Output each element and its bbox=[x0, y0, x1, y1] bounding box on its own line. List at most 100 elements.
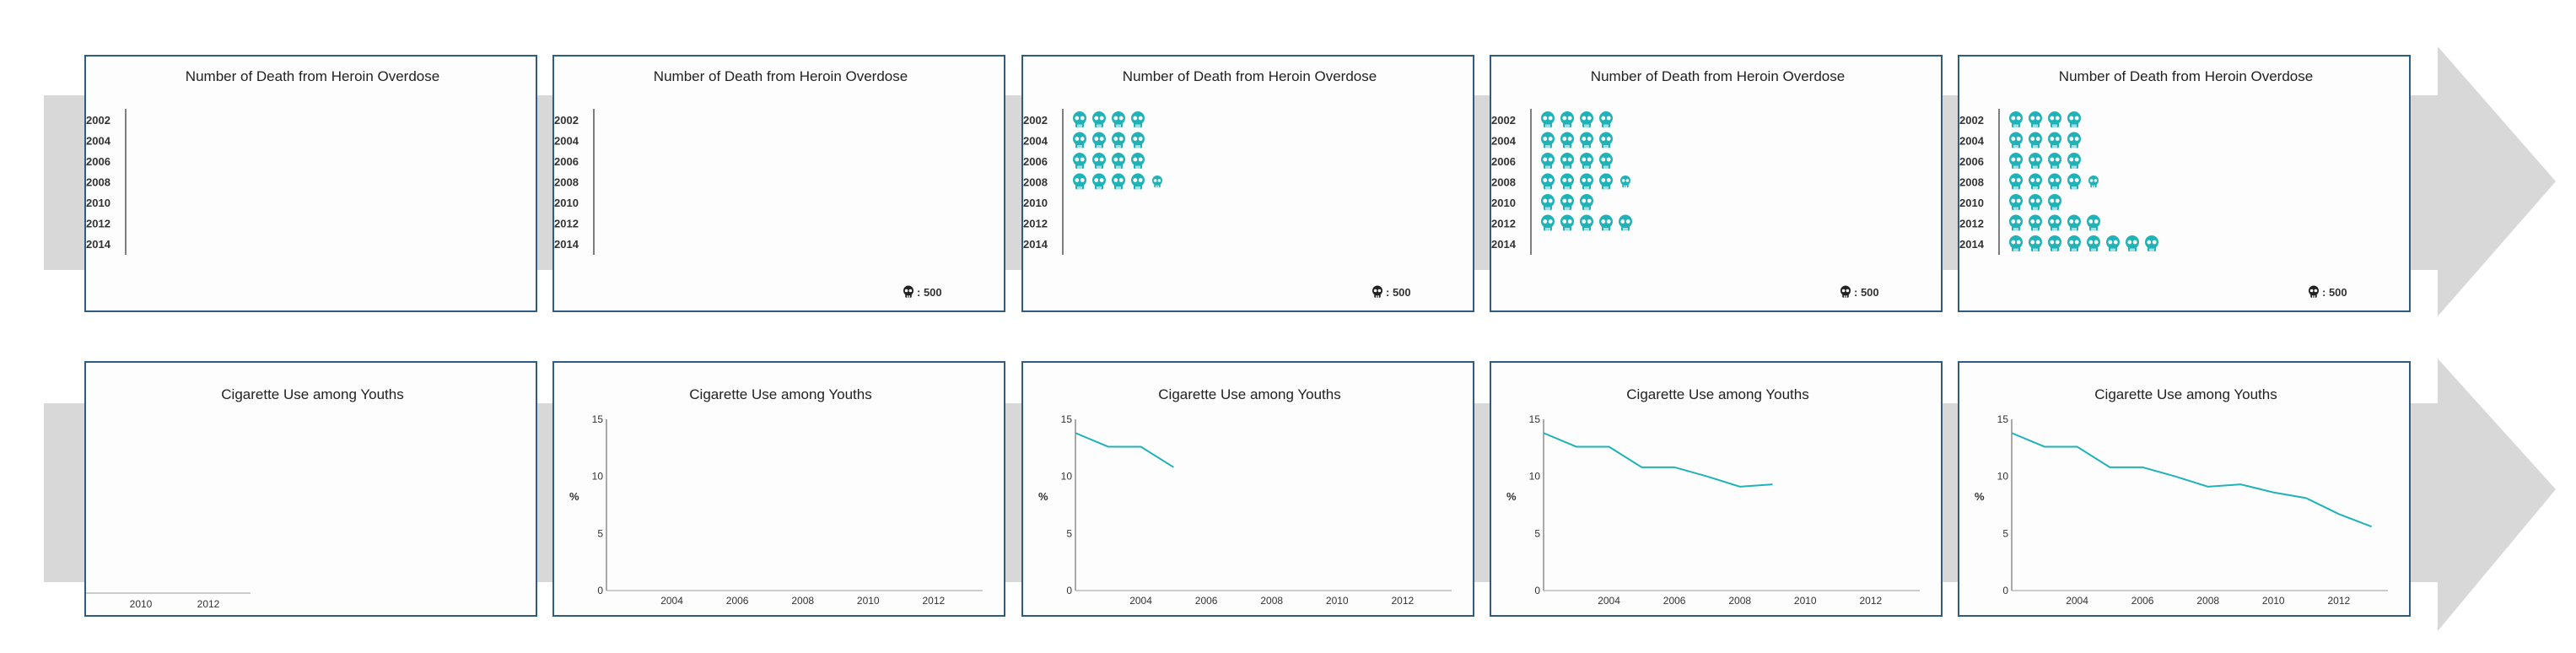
y-tick-label: 5 bbox=[1534, 527, 1540, 539]
skull-icon bbox=[1112, 111, 1125, 127]
skull-icon bbox=[1131, 173, 1145, 190]
x-tick-label: 2008 bbox=[791, 595, 814, 607]
y-tick-label: 0 bbox=[2002, 585, 2008, 596]
skull-icon bbox=[1541, 111, 1555, 127]
skull-icon bbox=[2067, 153, 2081, 169]
x-tick-label: 2012 bbox=[1391, 595, 1414, 607]
skull-legend-icon bbox=[1372, 285, 1382, 298]
year-label: 2012 bbox=[1023, 218, 1048, 230]
skull-icon bbox=[1580, 132, 1593, 148]
chart-title: Number of Death from Heroin Overdose bbox=[186, 68, 439, 84]
cigarette-chart-panel: Cigarette Use among Youths 0 5 10 15% 2004 200… bbox=[1490, 361, 1943, 617]
y-axis-label: % bbox=[1975, 490, 1985, 503]
year-label: 2006 bbox=[1959, 155, 1984, 168]
heroin-chart-panel: Number of Death from Heroin Overdose 2002… bbox=[1021, 55, 1474, 312]
x-tick-label: 2004 bbox=[660, 595, 683, 607]
skull-icon bbox=[1112, 173, 1125, 190]
year-label: 2004 bbox=[1959, 135, 1985, 148]
skull-icon bbox=[2048, 235, 2061, 251]
unit-label: : 500 bbox=[1386, 286, 1411, 299]
heroin-chart-svg: Number of Death from Heroin Overdose 2002… bbox=[86, 68, 439, 255]
skull-icon bbox=[1131, 111, 1145, 127]
year-label: 2014 bbox=[86, 238, 111, 251]
year-label: 2006 bbox=[1491, 155, 1516, 168]
year-label: 2010 bbox=[86, 197, 110, 209]
x-tick-label: 2012 bbox=[1859, 595, 1882, 607]
x-tick-label: 2012 bbox=[2327, 595, 2350, 607]
year-label: 2002 bbox=[1023, 114, 1048, 127]
cigarette-chart-svg: Cigarette Use among Youths 0 5 10 15% 2004 200… bbox=[1038, 386, 1452, 607]
year-label: 2012 bbox=[86, 218, 110, 230]
skull-icon bbox=[1560, 173, 1574, 190]
year-label: 2002 bbox=[1959, 114, 1984, 127]
chart-title: Cigarette Use among Youths bbox=[1626, 386, 1808, 402]
chart-title: Number of Death from Heroin Overdose bbox=[1591, 68, 1845, 84]
cigarette-chart-panel: Cigarette Use among Youths 0 5 10 15% 2004 200… bbox=[1958, 361, 2411, 617]
x-tick-label: 2006 bbox=[2131, 595, 2154, 607]
x-tick-label: 2008 bbox=[1260, 595, 1283, 607]
year-label: 2008 bbox=[1959, 176, 1984, 189]
skull-icon bbox=[2009, 214, 2023, 231]
year-label: 2008 bbox=[86, 176, 110, 189]
skull-icon bbox=[2048, 214, 2061, 231]
heroin-chart-panel: Number of Death from Heroin Overdose 2002… bbox=[1490, 55, 1943, 312]
skull-icon bbox=[1092, 153, 1106, 169]
skull-icon bbox=[1560, 153, 1574, 169]
chart-title: Cigarette Use among Youths bbox=[221, 386, 403, 402]
skull-icon bbox=[1092, 173, 1106, 190]
year-label: 2006 bbox=[554, 155, 579, 168]
y-tick-label: 10 bbox=[1997, 471, 2009, 483]
skull-icon bbox=[2029, 132, 2042, 148]
chart-title: Number of Death from Heroin Overdose bbox=[1123, 68, 1377, 84]
year-label: 2008 bbox=[1491, 176, 1516, 189]
y-tick-label: 0 bbox=[1534, 585, 1540, 596]
skull-icon bbox=[1619, 214, 1632, 231]
unit-label: : 500 bbox=[1854, 286, 1879, 299]
cigarette-chart-panel: Cigarette Use among Youths 0 5 10 15% 2004 200… bbox=[1021, 361, 1474, 617]
skull-icon bbox=[2048, 132, 2061, 148]
skull-legend-icon bbox=[1840, 285, 1851, 298]
y-tick-label: 0 bbox=[597, 585, 603, 596]
cigarette-chart-panel: Cigarette Use among Youths 2010 2012 bbox=[84, 361, 537, 617]
skull-icon bbox=[1092, 111, 1106, 127]
year-label: 2010 bbox=[1491, 197, 1516, 209]
year-label: 2012 bbox=[1491, 218, 1516, 230]
skull-icon bbox=[2009, 111, 2023, 127]
skull-icon bbox=[1580, 153, 1593, 169]
year-label: 2012 bbox=[554, 218, 579, 230]
x-tick-label: 2010 bbox=[130, 598, 153, 610]
skull-icon bbox=[1092, 132, 1106, 148]
skull-legend-icon bbox=[2309, 285, 2319, 298]
year-label: 2004 bbox=[86, 135, 111, 148]
skull-icon bbox=[1112, 153, 1125, 169]
skull-icon bbox=[1580, 214, 1593, 231]
skull-legend-icon bbox=[903, 285, 913, 298]
skull-icon bbox=[1541, 153, 1555, 169]
y-axis-label: % bbox=[1506, 490, 1517, 503]
x-tick-label: 2006 bbox=[726, 595, 749, 607]
year-label: 2004 bbox=[1023, 135, 1048, 148]
y-tick-label: 5 bbox=[597, 527, 603, 539]
skull-icon bbox=[2029, 194, 2042, 210]
unit-label: : 500 bbox=[917, 286, 942, 299]
skull-icon bbox=[1541, 173, 1555, 190]
x-tick-label: 2004 bbox=[1598, 595, 1620, 607]
year-label: 2002 bbox=[1491, 114, 1516, 127]
year-label: 2004 bbox=[554, 135, 579, 148]
x-tick-label: 2010 bbox=[1794, 595, 1817, 607]
heroin-chart-panel: Number of Death from Heroin Overdose 2002… bbox=[1958, 55, 2411, 312]
year-label: 2006 bbox=[86, 155, 110, 168]
year-label: 2010 bbox=[1959, 197, 1984, 209]
cigarette-chart-svg: Cigarette Use among Youths 0 5 10 15% 2004 200… bbox=[1975, 386, 2388, 607]
skull-icon bbox=[1131, 132, 1145, 148]
chart-title: Cigarette Use among Youths bbox=[2094, 386, 2277, 402]
skull-icon bbox=[1073, 153, 1086, 169]
skull-icon bbox=[2048, 194, 2061, 210]
skull-icon bbox=[1541, 194, 1555, 210]
skull-icon bbox=[2145, 235, 2158, 251]
year-label: 2006 bbox=[1023, 155, 1048, 168]
skull-icon bbox=[1541, 132, 1555, 148]
skull-icon bbox=[2067, 214, 2081, 231]
skull-icon bbox=[2126, 235, 2139, 251]
skull-icon bbox=[1541, 214, 1555, 231]
